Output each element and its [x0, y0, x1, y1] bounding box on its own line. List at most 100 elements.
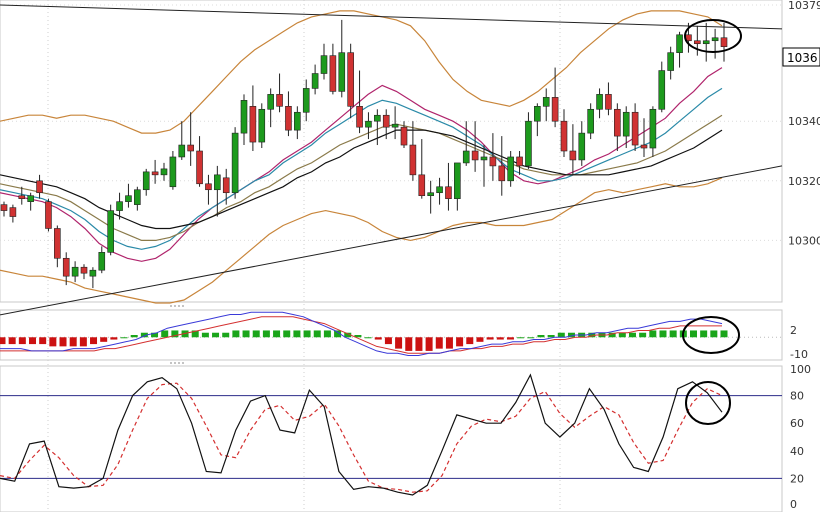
stochastic-panel-frame — [0, 365, 783, 512]
candle-body — [587, 108, 594, 134]
macd-histogram-bar — [496, 337, 504, 340]
macd-histogram-bar — [425, 337, 433, 351]
candle-body — [329, 55, 337, 92]
candle-body — [142, 171, 150, 191]
candle-body — [614, 108, 621, 137]
candle-body — [116, 201, 123, 211]
candle-body — [534, 106, 541, 122]
macd-histogram-bar — [547, 335, 555, 338]
candle-body — [276, 94, 283, 107]
candle-body — [222, 177, 230, 194]
stochastic-tick-label: 100 — [790, 363, 811, 376]
candle-body — [516, 156, 523, 167]
macd-line — [0, 311, 723, 356]
price-panel-frame — [0, 0, 783, 303]
macd-histogram-bar — [700, 330, 708, 338]
price-tick-label: 10379 — [788, 0, 820, 12]
macd-histogram-bar — [537, 335, 545, 338]
candle-body — [320, 55, 328, 74]
candle-body — [507, 156, 514, 182]
macd-histogram-bar — [628, 332, 636, 338]
highlight-circle-price — [684, 19, 742, 53]
macd-histogram-bar — [49, 337, 57, 347]
overlay-bollinger-lower — [0, 177, 723, 304]
candle-body — [480, 156, 488, 161]
stochastic-tick-label: 60 — [790, 417, 804, 430]
candle-body — [622, 111, 630, 137]
stochastic-axis: 100 80 60 40 20 0 — [790, 363, 811, 511]
macd-histogram-bar — [283, 330, 291, 338]
candle-body — [640, 144, 648, 149]
candle-body — [560, 120, 568, 152]
overlay-bollinger-upper — [0, 10, 723, 134]
price-tick-label: 10340 — [788, 115, 820, 128]
macd-histogram-bar — [323, 330, 331, 338]
macd-histogram-bar — [29, 337, 37, 345]
overlay-ema-slow — [0, 114, 723, 241]
macd-histogram-bar — [720, 330, 728, 338]
stochastic-k-line — [0, 373, 723, 496]
price-tick-label: 10320 — [788, 175, 820, 188]
macd-histogram-bar — [222, 332, 230, 338]
candle-body — [720, 37, 728, 47]
candle-body — [471, 150, 479, 161]
macd-histogram-bar — [618, 332, 626, 338]
candle-body — [702, 40, 710, 45]
macd-histogram-bar — [639, 332, 647, 338]
candle-body — [160, 168, 168, 176]
price-axis: 10300 10320 10340 10379 — [788, 0, 820, 247]
candle-body — [285, 106, 292, 131]
candle-body — [445, 186, 452, 199]
candle-body — [711, 37, 719, 42]
macd-histogram-bar — [405, 337, 413, 351]
macd-panel-frame — [0, 309, 783, 361]
macd-content — [0, 311, 782, 356]
candle-body — [9, 207, 17, 217]
macd-signal-line — [0, 316, 722, 354]
macd-histogram-bar — [39, 337, 47, 345]
candle-body — [436, 186, 443, 194]
stochastic-tick-label: 80 — [790, 390, 804, 403]
candle-body — [551, 97, 559, 122]
macd-histogram-bar — [710, 330, 718, 338]
overlay-ema-fast — [0, 67, 723, 262]
macd-histogram-bar — [557, 332, 565, 338]
macd-histogram-bar — [171, 330, 179, 338]
vertical-grid — [47, 0, 561, 512]
candle-body — [374, 114, 381, 122]
macd-histogram-bar — [517, 337, 525, 339]
candle-body — [294, 111, 301, 131]
macd-histogram-bar — [140, 332, 148, 338]
macd-histogram-bar — [374, 337, 382, 340]
candle-body — [356, 106, 363, 128]
macd-histogram-bar — [364, 337, 372, 339]
macd-histogram-bar — [344, 332, 352, 338]
macd-histogram-bar — [608, 332, 616, 338]
macd-histogram-bar — [273, 330, 281, 338]
macd-histogram-bar — [527, 337, 535, 339]
candle-body — [391, 123, 399, 128]
macd-histogram-bar — [435, 337, 443, 349]
candle-body — [214, 174, 221, 191]
stochastic-d-line — [0, 382, 723, 493]
candle-body — [27, 195, 34, 202]
macd-histogram-bar — [110, 337, 118, 340]
candle-body — [338, 52, 346, 92]
trendline-0 — [0, 4, 783, 30]
macd-histogram-bar — [415, 337, 423, 351]
last-price-box — [782, 47, 820, 67]
macd-histogram-bar — [201, 332, 209, 338]
candle-body — [462, 150, 470, 164]
candle-body — [36, 180, 43, 194]
candle-body — [498, 165, 506, 182]
candle-body — [80, 266, 88, 274]
candle-body — [71, 266, 79, 277]
macd-histogram-bar — [486, 337, 494, 340]
candle-body — [249, 106, 257, 143]
candle-body — [267, 94, 274, 110]
candle-body — [18, 195, 26, 199]
candle-body — [365, 120, 372, 128]
candle-body — [596, 94, 603, 110]
price-candles — [0, 19, 728, 289]
